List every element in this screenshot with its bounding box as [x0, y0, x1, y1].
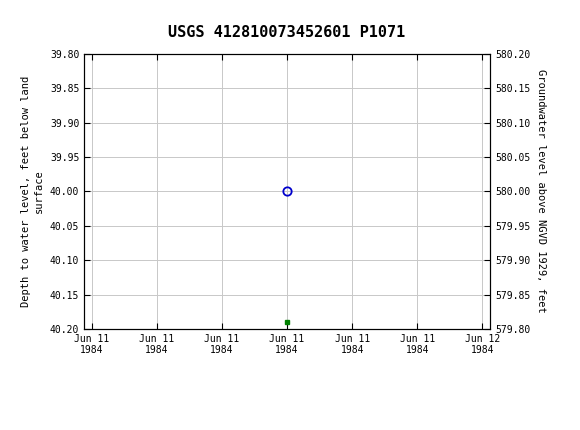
- Bar: [12, 5, 81, 42]
- Text: USGS 412810073452601 P1071: USGS 412810073452601 P1071: [168, 25, 406, 40]
- Text: USGS: USGS: [90, 14, 145, 32]
- Y-axis label: Groundwater level above NGVD 1929, feet: Groundwater level above NGVD 1929, feet: [536, 70, 546, 313]
- Y-axis label: Depth to water level, feet below land
surface: Depth to water level, feet below land su…: [21, 76, 44, 307]
